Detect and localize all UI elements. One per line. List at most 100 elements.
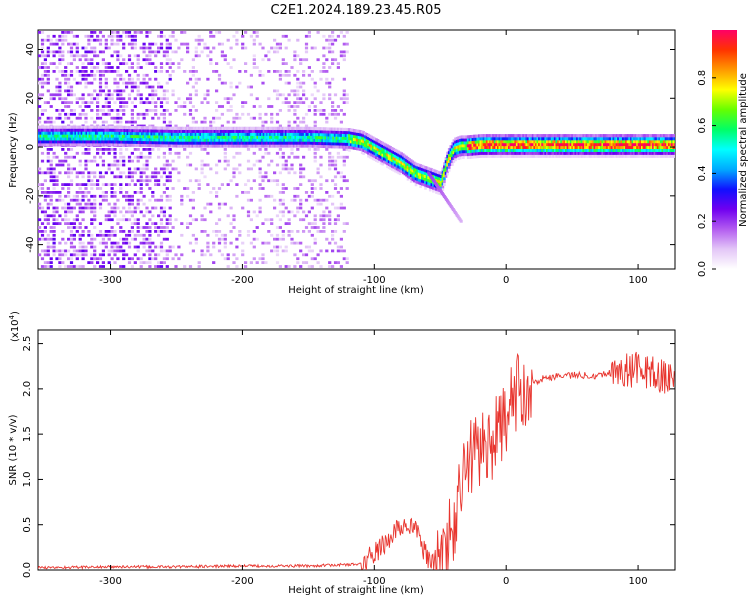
spectrogram-cell xyxy=(553,145,557,149)
spectrogram-cell xyxy=(154,167,158,171)
spectrogram-cell xyxy=(110,194,114,198)
spectrogram-cell xyxy=(287,265,291,268)
spectrogram-cell xyxy=(125,237,129,241)
spectrogram-cell xyxy=(340,139,343,143)
spectrogram-cell xyxy=(145,206,149,210)
spectrogram-cell xyxy=(64,137,68,141)
spectrogram-cell xyxy=(150,129,153,133)
spectrogram-cell xyxy=(98,257,103,261)
spectrogram-cell xyxy=(444,162,448,167)
spectrogram-cell xyxy=(191,105,195,108)
spectrogram-cell xyxy=(145,183,149,186)
spectrogram-cell xyxy=(534,142,538,147)
spectrogram-cell xyxy=(284,97,288,101)
spectrogram-cell xyxy=(249,187,253,190)
spectrogram-cell xyxy=(194,38,198,42)
spectrogram-cell xyxy=(122,237,126,241)
spectrogram-cell xyxy=(212,141,215,145)
spectrogram-cell xyxy=(125,137,128,141)
spectrogram-cell xyxy=(558,134,562,138)
spectrogram-cell xyxy=(174,129,177,133)
spectrogram-cell xyxy=(313,214,317,218)
spectrogram-cell xyxy=(104,214,108,218)
spectrogram-cell xyxy=(417,178,421,182)
spectrogram-cell xyxy=(46,249,50,253)
spectrogram-cell xyxy=(172,135,176,139)
spectrogram-cell xyxy=(168,73,172,77)
spectrogram-cell xyxy=(333,112,338,116)
spectrogram-cell xyxy=(339,31,343,34)
spectrogram-cell xyxy=(560,154,563,158)
spectrogram-cell xyxy=(44,134,47,138)
spectrogram-cell xyxy=(328,155,332,159)
spectrogram-cell xyxy=(534,154,538,158)
spectrogram-cell xyxy=(133,253,137,257)
spectrogram-cell xyxy=(186,144,190,148)
spectrogram-cell xyxy=(394,148,397,152)
spectrogram-cell xyxy=(136,31,140,34)
spectrogram-cell xyxy=(533,134,536,138)
spectrogram-cell xyxy=(139,81,143,85)
spectrogram-cell xyxy=(154,42,158,46)
spectrogram-cell xyxy=(46,202,50,206)
spectrogram-cell xyxy=(364,149,367,153)
spectrogram-cell xyxy=(402,153,405,157)
spectrogram-cell xyxy=(425,175,429,179)
spectrogram-cell xyxy=(69,143,73,147)
spectrogram-cell xyxy=(319,141,323,145)
spectrogram-cell xyxy=(580,142,584,147)
spectrogram-cell xyxy=(315,127,318,131)
spectrogram-cell xyxy=(245,144,248,148)
spectrogram-cell xyxy=(107,70,111,73)
spectrogram-cell xyxy=(72,131,76,135)
spectrogram-cell xyxy=(98,148,103,151)
spectrogram-cell xyxy=(474,140,478,144)
spectrogram-cell xyxy=(166,138,169,142)
spectrogram-cell xyxy=(49,214,53,218)
spectrogram-cell xyxy=(490,151,494,155)
spectrogram-cell xyxy=(139,183,143,186)
spectrogram-cell xyxy=(315,141,318,145)
spectrogram-cell xyxy=(116,222,120,225)
spectrogram-cell xyxy=(64,66,68,69)
spectrogram-cell xyxy=(397,168,400,172)
spectrogram-cell xyxy=(197,132,201,136)
spectrogram-cell xyxy=(180,129,183,133)
spectrogram-cell xyxy=(147,126,150,130)
spectrogram-cell xyxy=(75,70,79,73)
spectrogram-cell xyxy=(370,141,373,145)
spectrogram-cell xyxy=(49,226,53,229)
spectrogram-cell xyxy=(107,89,111,93)
spectrogram-cell xyxy=(322,139,326,143)
spectrogram-cell xyxy=(569,145,573,149)
spectrogram-cell xyxy=(246,179,251,183)
spectrogram-cell xyxy=(315,144,318,148)
spectrogram-cell xyxy=(191,249,195,253)
spectrogram-cell xyxy=(356,144,359,148)
spectrogram-cell xyxy=(154,253,158,257)
spectrogram-cell xyxy=(80,128,84,132)
spectrogram-cell xyxy=(208,144,212,148)
spectrogram-cell xyxy=(337,145,340,149)
spectrogram-cell xyxy=(223,151,227,155)
spectrogram-cell xyxy=(155,129,158,133)
spectrogram-cell xyxy=(367,151,370,155)
spectrogram-cell xyxy=(226,129,229,133)
spectrogram-cell xyxy=(462,141,465,145)
spectrogram-cell xyxy=(580,134,584,138)
spectrogram-cell xyxy=(119,151,123,155)
spectrogram-cell xyxy=(69,230,74,233)
spectrogram-cell xyxy=(384,143,388,147)
spectrogram-cell xyxy=(343,133,346,137)
spectrogram-cell xyxy=(310,93,314,97)
spectrogram-cell xyxy=(235,135,239,139)
spectrogram-cell xyxy=(69,93,74,97)
spectrogram-cell xyxy=(331,233,335,237)
spectrogram-cell xyxy=(46,253,50,257)
spectrogram-cell xyxy=(322,218,326,222)
spectrogram-cell xyxy=(87,62,91,65)
spectrogram-cell xyxy=(156,129,160,133)
spectrogram-cell xyxy=(171,226,175,229)
spectrogram-cell xyxy=(171,89,175,93)
spectrogram-cell xyxy=(455,151,459,155)
